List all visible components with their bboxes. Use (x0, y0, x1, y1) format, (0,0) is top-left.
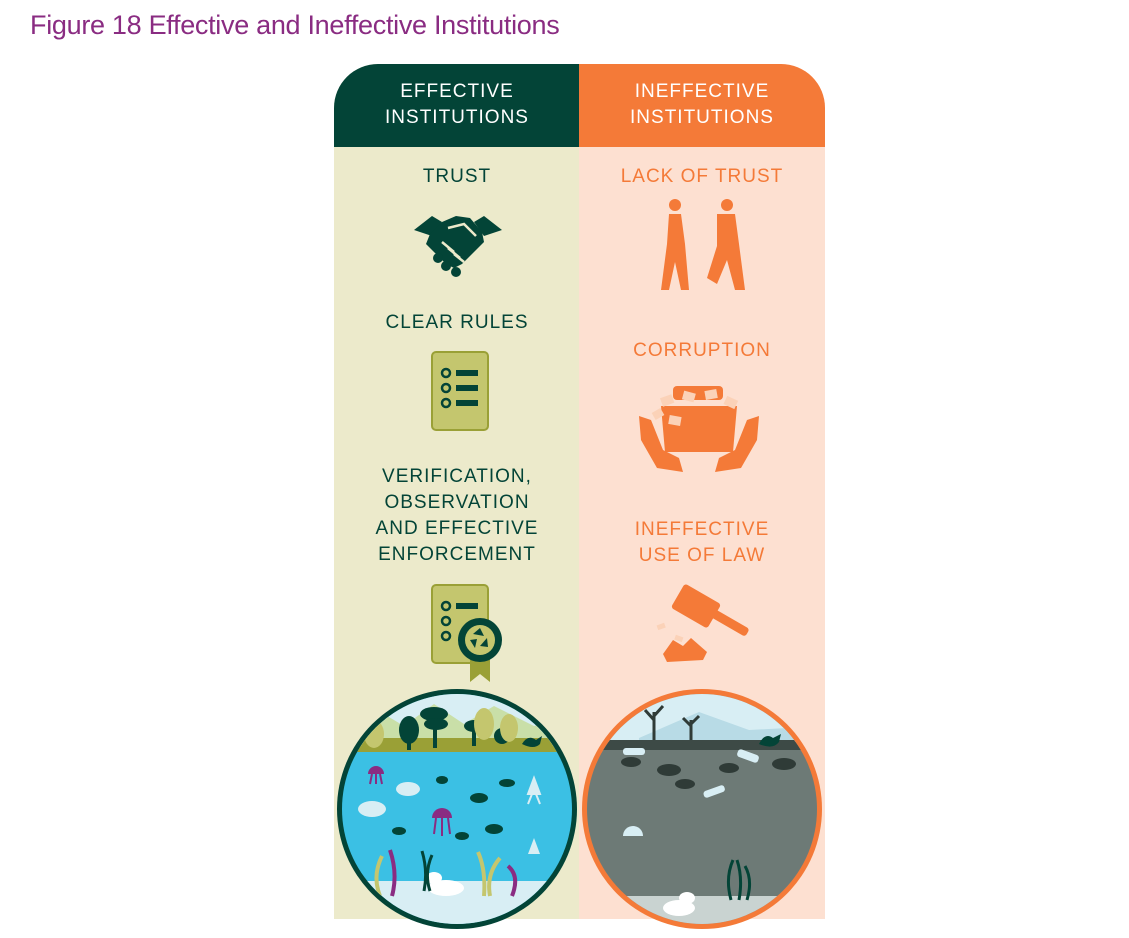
polluted-ecosystem-scene (582, 689, 822, 929)
verification-label-line4: ENFORCEMENT (378, 544, 536, 565)
figure-title: Figure 18 Effective and Ineffective Inst… (30, 10, 560, 40)
ineffective-header: INEFFECTIVE INSTITUTIONS (579, 64, 825, 147)
ineffective-column: INEFFECTIVE INSTITUTIONS LACK OF TRUST C… (579, 64, 825, 929)
trust-label-line: TRUST (422, 166, 492, 187)
certified-checklist-icon (431, 584, 502, 682)
verification-label-line2: OBSERVATION (384, 492, 530, 513)
handshake-icon (414, 216, 502, 277)
effective-header-line1: EFFECTIVE (400, 81, 514, 102)
ineffective-law-label-line1: INEFFECTIVE (634, 519, 770, 540)
clear-rules-label: CLEAR RULES (334, 310, 580, 336)
lack-of-trust-label: LACK OF TRUST (579, 164, 825, 190)
verification-label-line1: VERIFICATION, (382, 466, 532, 487)
trust-label: TRUST (334, 164, 580, 190)
healthy-ecosystem-scene (337, 689, 577, 929)
corruption-label: CORRUPTION (579, 338, 825, 364)
verification-label-line3: AND EFFECTIVE (375, 518, 539, 539)
effective-header: EFFECTIVE INSTITUTIONS (334, 64, 580, 147)
verification-label: VERIFICATION, OBSERVATION AND EFFECTIVE … (334, 464, 580, 568)
checklist-icon (431, 351, 489, 431)
corruption-label-line: CORRUPTION (633, 340, 771, 361)
broken-gavel-icon (656, 584, 749, 662)
effective-column: EFFECTIVE INSTITUTIONS TRUST CLEAR RULES (334, 64, 580, 929)
walking-away-icon (661, 199, 745, 290)
ineffective-header-line1: INEFFECTIVE (634, 81, 770, 102)
lack-of-trust-label-line: LACK OF TRUST (620, 166, 784, 187)
ineffective-law-label-line2: USE OF LAW (638, 545, 766, 566)
ineffective-law-label: INEFFECTIVE USE OF LAW (579, 517, 825, 569)
effective-header-line2: INSTITUTIONS (385, 107, 529, 128)
money-bag-hands-icon (639, 386, 759, 472)
ineffective-header-line2: INSTITUTIONS (630, 107, 774, 128)
clear-rules-label-line: CLEAR RULES (385, 312, 529, 333)
